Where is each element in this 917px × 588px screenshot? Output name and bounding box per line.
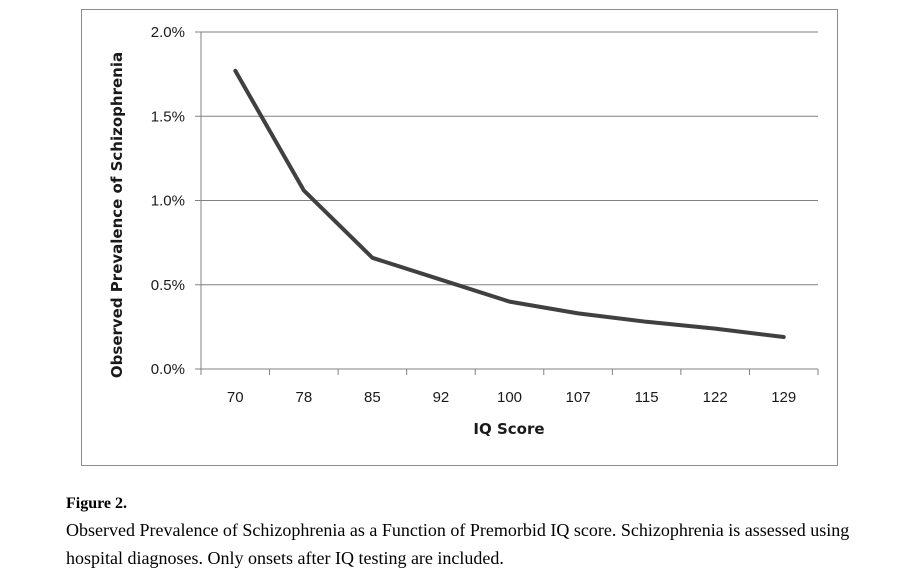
x-axis-title: IQ Score <box>473 420 544 438</box>
y-tick-label: 1.0% <box>151 193 185 210</box>
y-tick-label: 2.0% <box>151 24 185 41</box>
y-axis-title: Observed Prevalence of Schizophrenia <box>108 52 126 378</box>
line-chart: 0.0% 0.5% 1.0% 1.5% 2.0% 70 78 85 92 100 107 115 122… <box>108 24 819 438</box>
x-tick-label: 92 <box>433 389 450 406</box>
figure-caption-text: Observed Prevalence of Schizophrenia as … <box>66 520 850 568</box>
chart-area <box>81 9 838 466</box>
x-tick-label: 107 <box>566 389 591 406</box>
y-tick-label: 0.5% <box>151 277 185 294</box>
y-tick-label: 0.0% <box>151 361 185 378</box>
x-tick-label: 85 <box>364 389 381 406</box>
series-line <box>233 68 786 339</box>
x-tick-label: 122 <box>703 389 728 406</box>
x-tick-label: 70 <box>227 389 244 406</box>
x-tick-label: 115 <box>635 389 659 406</box>
x-tick-label: 129 <box>771 389 796 406</box>
figure-caption: Figure 2. Observed Prevalence of Schizop… <box>66 492 866 572</box>
figure-label: Figure 2. <box>66 495 128 512</box>
y-tick-label: 1.5% <box>151 108 185 125</box>
x-tick-label: 100 <box>497 389 522 406</box>
x-tick-label: 78 <box>295 389 312 406</box>
